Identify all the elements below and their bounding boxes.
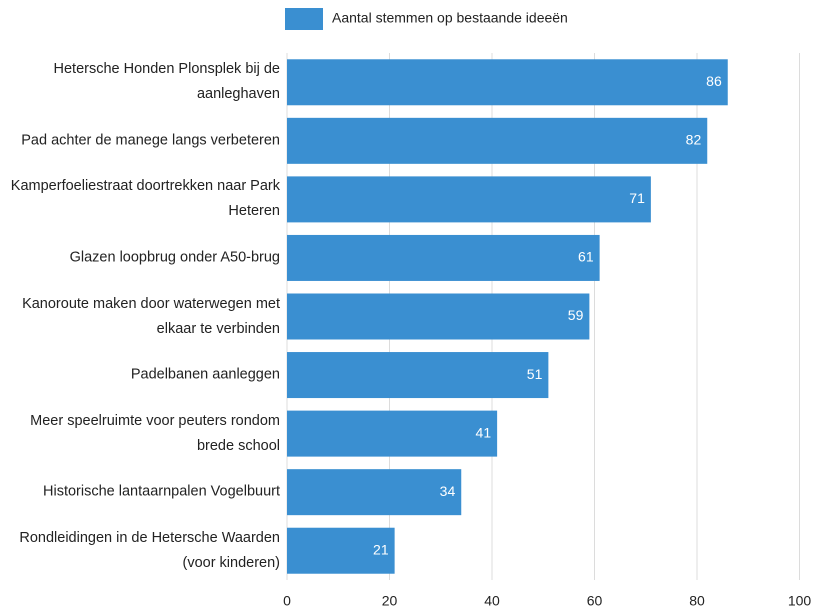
value-label: 86 (706, 73, 722, 89)
value-label: 41 (476, 424, 492, 440)
x-tick-label: 40 (484, 593, 500, 609)
legend-label: Aantal stemmen op bestaande ideeën (332, 10, 568, 26)
x-tick-label: 0 (283, 593, 291, 609)
y-tick-label: Kamperfoeliestraat doortrekken naar Park… (10, 178, 280, 220)
bar (287, 527, 395, 574)
y-tick-label: Padelbanen aanleggen (130, 366, 280, 383)
legend-swatch (285, 8, 323, 30)
value-label: 61 (578, 249, 594, 265)
value-label: 82 (686, 132, 702, 148)
x-tick-label: 60 (587, 593, 603, 609)
y-tick-label: Glazen loopbrug onder A50-brug (69, 249, 280, 266)
bar (287, 59, 728, 106)
bar (287, 410, 498, 457)
bar (287, 293, 590, 340)
bar (287, 234, 600, 281)
value-label: 21 (373, 541, 389, 557)
bar (287, 469, 462, 516)
y-tick-label: Hetersche Honden Plonsplek bij de aanleg… (53, 61, 281, 103)
x-tick-label: 20 (382, 593, 398, 609)
y-tick-label: Meer speelruimte voor peuters rondom bre… (30, 412, 280, 454)
value-label: 59 (568, 307, 584, 323)
y-tick-label: Kanoroute maken door waterwegen met elka… (22, 295, 280, 337)
y-tick-label: Historische lantaarnpalen Vogelbuurt (43, 483, 280, 500)
bar (287, 117, 708, 164)
value-label: 51 (527, 366, 543, 382)
y-tick-label: Rondleidingen in de Hetersche Waarden (v… (19, 529, 280, 571)
x-tick-label: 80 (689, 593, 705, 609)
bar (287, 352, 549, 399)
value-label: 34 (440, 483, 456, 499)
y-tick-label: Pad achter de manege langs verbeteren (21, 132, 280, 149)
bar (287, 176, 651, 223)
x-tick-label: 100 (788, 593, 812, 609)
value-label: 71 (629, 190, 645, 206)
